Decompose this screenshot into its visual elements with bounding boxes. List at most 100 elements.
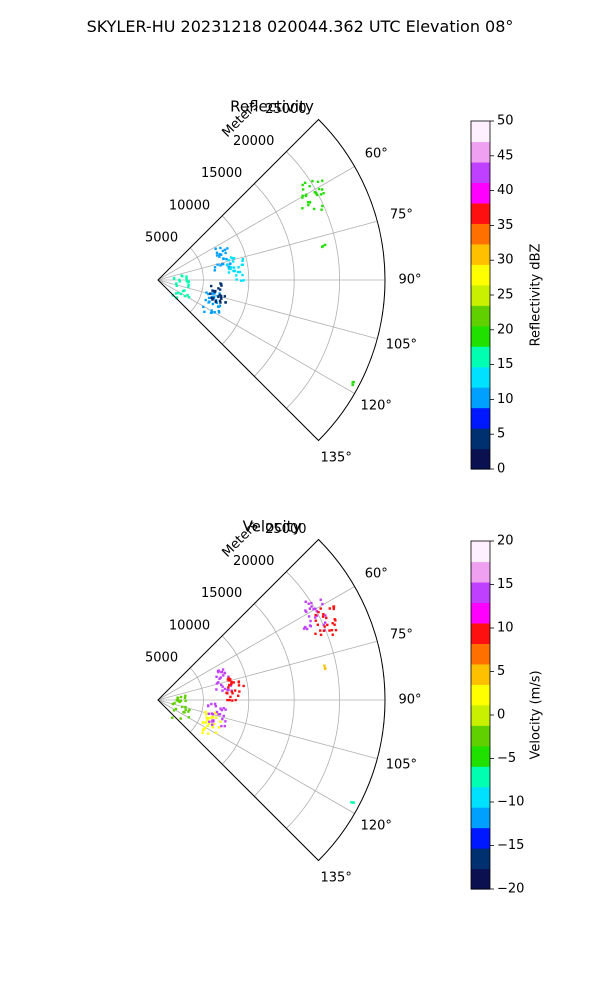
echo-pixel — [321, 615, 325, 618]
echo-pixel — [314, 619, 317, 622]
echo-pixel — [232, 266, 236, 269]
echo-pixel — [206, 724, 209, 728]
echo-pixel — [301, 188, 305, 191]
echo-pixel — [221, 685, 224, 688]
echo-pixel — [309, 619, 312, 623]
echo-pixel — [220, 253, 223, 256]
echo-pixel — [321, 179, 324, 182]
colorbar-tick-label: 35 — [497, 218, 514, 233]
echo-pixel — [231, 692, 234, 695]
colorbar-tick-label: 15 — [497, 577, 514, 592]
echo-pixel — [241, 273, 244, 277]
echo-near-field — [171, 274, 191, 300]
echo-pixel — [214, 731, 218, 735]
echo-pixel — [227, 677, 230, 680]
panel-title: Velocity — [243, 518, 302, 536]
echo-pixel — [323, 621, 327, 624]
echo-pixel — [315, 609, 318, 613]
colorbar-band — [471, 243, 490, 265]
echo-pixel — [316, 623, 319, 627]
echo-pixel — [224, 251, 227, 255]
colorbar-tick-label: 10 — [497, 392, 514, 407]
echo-pixel — [213, 269, 216, 272]
echo-pixel — [231, 699, 234, 702]
angle-tick-label: 75° — [390, 207, 413, 222]
echo-pixel — [333, 623, 336, 626]
echo-pixel — [214, 300, 217, 304]
colorbar-band — [471, 766, 490, 788]
echo-pixel — [172, 276, 176, 280]
echo-pixel — [214, 704, 217, 708]
radial-tick-label: 25000 — [265, 102, 306, 117]
echo-pixel — [219, 676, 222, 679]
echo-pixel — [321, 204, 324, 208]
colorbar-band — [471, 663, 490, 685]
echo-pixel — [175, 296, 179, 299]
echo-pixel — [186, 293, 189, 297]
colorbar-label: Velocity (m/s) — [529, 670, 544, 759]
echo-pixel — [242, 684, 245, 688]
echo-pixel — [323, 625, 326, 628]
echo-pixel — [218, 713, 222, 716]
colorbar-band — [471, 202, 490, 224]
echo-pixel — [351, 801, 355, 804]
echo-pixel — [319, 629, 322, 632]
echo-pixel — [204, 298, 207, 302]
colorbar-band — [471, 848, 490, 870]
echo-pixel — [223, 295, 227, 298]
colorbar-band — [471, 745, 490, 767]
echo-pixel — [228, 262, 232, 266]
echo-pixel — [182, 710, 185, 714]
echo-pixel — [179, 695, 183, 699]
echo-pixel — [218, 299, 222, 303]
echo-pixel — [221, 689, 224, 692]
colorbar-band — [471, 346, 490, 368]
colorbar-band — [471, 305, 490, 327]
echo-pixel — [240, 279, 243, 282]
echo-pixel — [304, 600, 307, 603]
sector-outline — [157, 118, 386, 442]
echo-near-echo-a — [225, 677, 245, 702]
echo-pixel — [208, 300, 211, 303]
echo-pixel — [332, 607, 335, 611]
echo-pixel — [330, 628, 334, 632]
echo-pixel — [324, 614, 327, 617]
echo-pixel — [326, 623, 329, 627]
echo-pixel — [208, 722, 211, 725]
echo-pixel — [328, 607, 331, 610]
echo-pixel — [218, 293, 221, 297]
echo-pixel — [328, 629, 331, 632]
echo-pixel — [209, 292, 212, 295]
colorbar-band — [471, 581, 490, 604]
echo-pixel — [322, 612, 325, 616]
echo-pixel — [223, 687, 227, 691]
echo-pixel — [210, 296, 213, 299]
echo-pixel — [311, 179, 314, 183]
echo-pixel — [185, 277, 188, 280]
radial-tick-label: 5000 — [145, 230, 178, 245]
echo-pixel — [173, 701, 176, 705]
echo-pixel — [309, 625, 313, 628]
echo-pixel — [184, 699, 187, 703]
echo-pixel — [212, 722, 216, 726]
colorbar-label: Reflectivity dBZ — [529, 244, 544, 347]
echo-pixel — [352, 380, 355, 384]
echo-pixel — [213, 266, 217, 269]
panel-title: Reflectivity — [230, 98, 314, 116]
colorbar: −20 −15 −10 −5 0 5 10 15 20 Velocity (m/s) — [470, 534, 544, 897]
echo-pixel — [217, 305, 221, 308]
echo-pixel — [229, 684, 232, 687]
echo-pixel — [241, 258, 245, 261]
echo-pixel — [217, 726, 221, 729]
echo-pixel — [315, 193, 319, 197]
echo-pixel — [308, 200, 311, 204]
echo-pixel — [227, 267, 231, 271]
echo-edge-speck — [350, 801, 355, 804]
echo-pixel — [334, 628, 338, 632]
echo-pixel — [222, 706, 225, 710]
echo-pixel — [221, 249, 225, 253]
echo-pixel — [211, 289, 214, 292]
echo-pixel — [304, 194, 308, 198]
echo-pixel — [221, 262, 224, 266]
echo-pixel — [213, 311, 216, 314]
